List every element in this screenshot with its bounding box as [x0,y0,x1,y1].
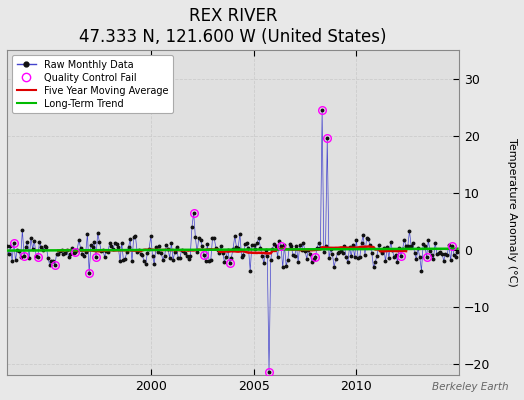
Y-axis label: Temperature Anomaly (°C): Temperature Anomaly (°C) [507,138,517,287]
Title: REX RIVER
47.333 N, 121.600 W (United States): REX RIVER 47.333 N, 121.600 W (United St… [79,7,387,46]
Legend: Raw Monthly Data, Quality Control Fail, Five Year Moving Average, Long-Term Tren: Raw Monthly Data, Quality Control Fail, … [12,55,173,114]
Text: Berkeley Earth: Berkeley Earth [432,382,508,392]
